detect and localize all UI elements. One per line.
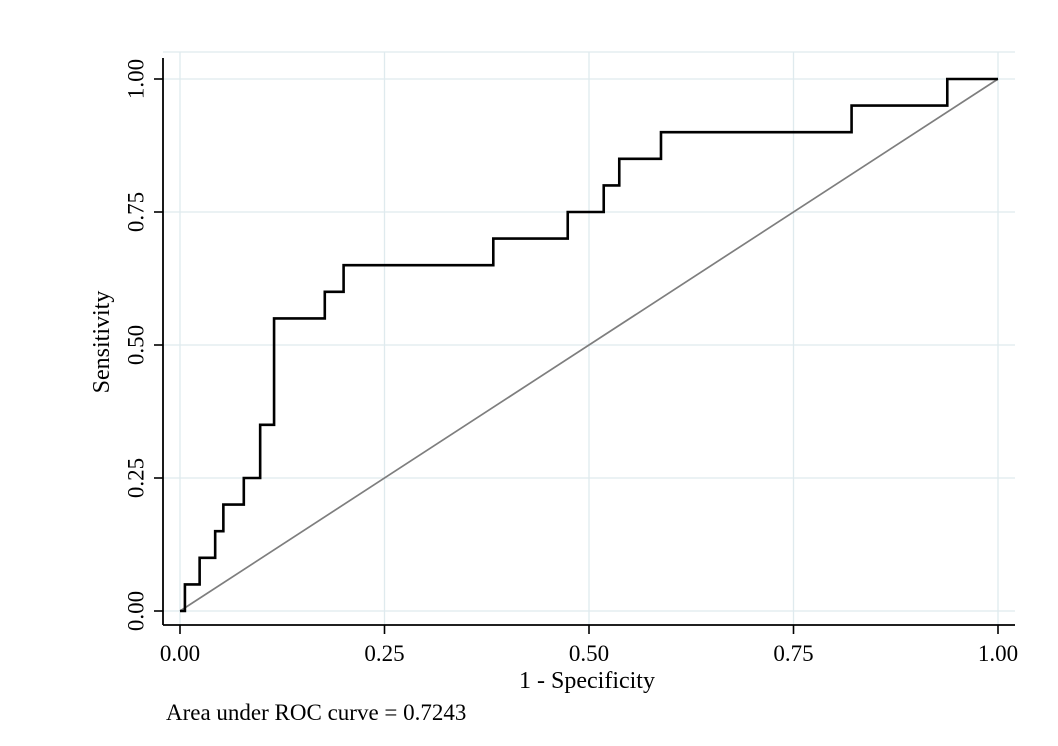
y-tick-label: 0.00 (124, 591, 149, 631)
roc-curve-layer (180, 77, 998, 613)
reference-line (179, 78, 999, 612)
x-axis-title: 1 - Specificity (519, 668, 655, 694)
x-tick-label: 0.75 (773, 641, 813, 666)
roc-curve (180, 77, 998, 613)
tick-labels-layer: 0.00 0.25 0.50 0.75 1.00 0.00 0.25 0.50 0.75 1.00 (124, 59, 1019, 666)
x-tick-label: 1.00 (978, 641, 1018, 666)
axes-layer (154, 58, 1015, 634)
x-tick-label: 0.25 (364, 641, 404, 666)
x-tick-label: 0.50 (569, 641, 609, 666)
y-tick-label: 1.00 (124, 59, 149, 99)
y-axis-title: Sensitivity (89, 291, 115, 394)
x-tick-label: 0.00 (160, 641, 200, 666)
y-tick-label: 0.50 (124, 325, 149, 365)
y-tick-label: 0.25 (124, 458, 149, 498)
y-tick-label: 0.75 (124, 192, 149, 232)
auc-caption: Area under ROC curve = 0.7243 (166, 700, 466, 725)
reference-line-layer (179, 78, 999, 612)
